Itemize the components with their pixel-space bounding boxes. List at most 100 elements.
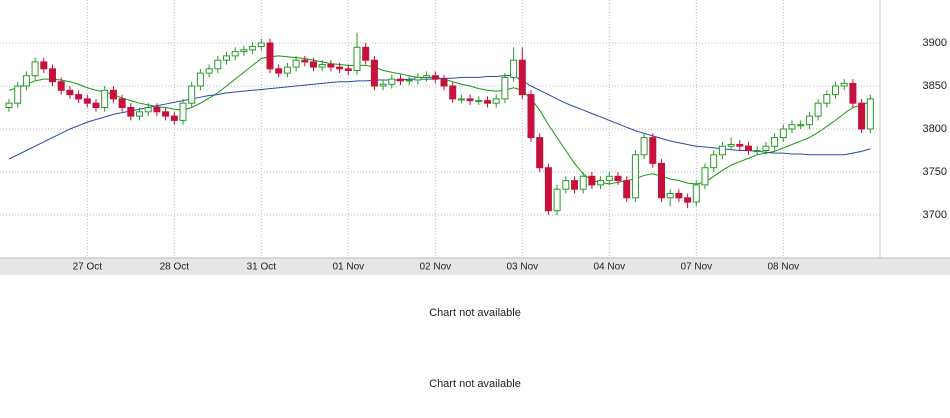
- candle-body: [136, 111, 143, 117]
- candle-body: [840, 82, 848, 87]
- candle-body: [275, 68, 283, 74]
- candle-body: [605, 175, 613, 182]
- candle-body: [805, 115, 813, 126]
- candle-body: [127, 107, 135, 117]
- candle-body: [405, 79, 413, 82]
- candle-body: [109, 89, 117, 100]
- candle-body: [92, 102, 100, 108]
- candle-body: [144, 107, 152, 113]
- candle-body: [440, 78, 448, 87]
- candle-body: [762, 145, 770, 151]
- x-tick-label: 02 Nov: [419, 262, 451, 273]
- candle-body: [179, 102, 187, 121]
- candle-body: [153, 107, 161, 113]
- candle-body: [170, 115, 178, 121]
- candle-body: [249, 45, 257, 51]
- candle-body: [475, 100, 483, 103]
- candle-body: [118, 98, 126, 109]
- candle-body: [196, 72, 204, 87]
- candle-body: [240, 49, 248, 53]
- candle-body: [597, 180, 605, 186]
- candle-body: [318, 64, 326, 68]
- candle-body: [579, 175, 587, 190]
- candle-body: [640, 137, 648, 156]
- candle-body: [223, 55, 230, 61]
- candle-body: [5, 102, 13, 108]
- candle-body: [727, 143, 735, 147]
- candle-body: [292, 59, 300, 68]
- candle-body: [544, 167, 552, 212]
- y-tick-label: 3800: [923, 123, 947, 135]
- y-tick-label: 3900: [923, 37, 947, 49]
- candle-body: [588, 175, 596, 186]
- candle-body: [858, 102, 866, 130]
- candle-body: [666, 193, 674, 199]
- candle-body: [449, 85, 457, 100]
- candle-body: [745, 145, 752, 151]
- x-tick-label: 07 Nov: [680, 262, 712, 273]
- candle-body: [266, 42, 274, 70]
- y-tick-label: 3700: [923, 209, 947, 221]
- candle-body: [344, 68, 352, 72]
- candle-body: [22, 75, 30, 87]
- x-axis-band: [0, 258, 950, 275]
- candle-body: [779, 128, 787, 139]
- candle-body: [101, 89, 109, 109]
- candle-body: [527, 94, 535, 139]
- candle-body: [457, 98, 465, 101]
- candle-body: [431, 75, 439, 80]
- candle-body: [83, 98, 91, 104]
- candle-body: [188, 85, 196, 104]
- candle-body: [205, 68, 213, 74]
- message: Chart not available: [429, 307, 521, 319]
- candle-body: [162, 111, 170, 117]
- candle-body: [692, 184, 700, 203]
- candle-body: [397, 78, 404, 82]
- candle-body: [257, 42, 265, 47]
- candle-body: [40, 61, 48, 70]
- candle-body: [57, 81, 65, 91]
- candle-body: [336, 66, 344, 70]
- candle-body: [388, 78, 396, 85]
- candle-body: [658, 162, 665, 199]
- message: Chart not available: [429, 378, 521, 390]
- candle-body: [518, 59, 526, 96]
- candle-body: [701, 167, 709, 186]
- candle-body: [510, 59, 518, 78]
- candle-body: [379, 83, 387, 87]
- candle-body: [492, 98, 500, 104]
- candle-body: [66, 89, 74, 96]
- candle-body: [423, 75, 431, 78]
- x-tick-label: 03 Nov: [506, 262, 538, 273]
- x-tick-label: 01 Nov: [332, 262, 364, 273]
- candle-body: [484, 100, 491, 104]
- candle-body: [736, 143, 744, 147]
- candle-body: [684, 197, 692, 203]
- candle-body: [849, 82, 857, 104]
- x-tick-label: 04 Nov: [593, 262, 625, 273]
- candle-body: [675, 193, 683, 199]
- x-tick-label: 31 Oct: [247, 262, 277, 273]
- candle-body: [788, 124, 796, 130]
- candle-body: [75, 94, 83, 100]
- candle-body: [823, 94, 831, 104]
- candle-body: [501, 76, 509, 100]
- y-tick-label: 3750: [923, 166, 947, 178]
- candle-body: [571, 180, 578, 190]
- candle-body: [362, 46, 370, 61]
- y-tick-label: 3850: [923, 80, 947, 92]
- x-tick-label: 27 Oct: [73, 262, 103, 273]
- candle-body: [614, 175, 622, 182]
- candle-body: [536, 137, 544, 169]
- candle-body: [310, 61, 317, 68]
- candle-body: [553, 188, 561, 212]
- candle-body: [866, 98, 874, 130]
- x-tick-label: 08 Nov: [767, 262, 799, 273]
- candle-body: [301, 59, 309, 63]
- candle-body: [562, 180, 570, 190]
- candle-body: [710, 154, 718, 169]
- candle-body: [797, 124, 805, 127]
- moving-average: [8, 75, 871, 160]
- candle-body: [31, 61, 39, 77]
- candle-body: [231, 51, 239, 57]
